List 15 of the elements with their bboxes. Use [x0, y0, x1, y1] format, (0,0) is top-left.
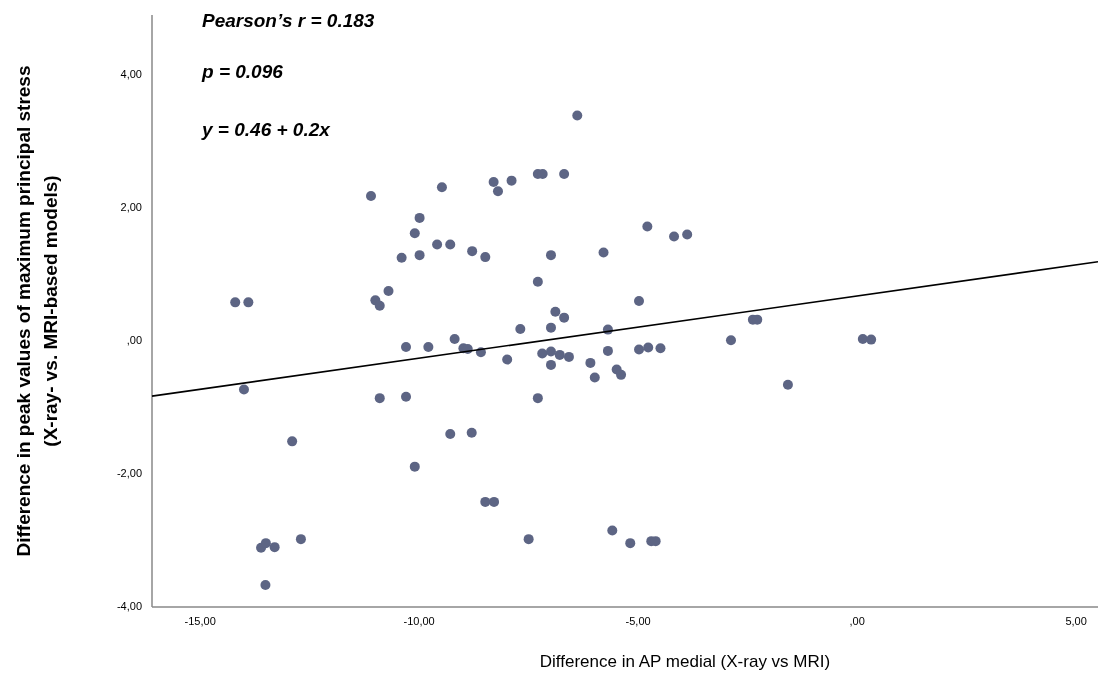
y-tick-label: -2,00	[116, 466, 142, 479]
x-tick-label: -15,00	[184, 615, 216, 627]
annotation: Pearson’s r = 0.183	[202, 10, 375, 32]
y-axis-title: Difference in peak values of maximum principal stress (X-ray- vs. MRI-based models)	[13, 65, 61, 557]
annotation: p = 0.096	[201, 61, 284, 83]
x-axis-title: Difference in AP medial (X-ray vs MRI)	[539, 652, 831, 671]
x-tick-label: 5,00	[1065, 615, 1087, 627]
y-tick-label: ,00	[126, 333, 142, 346]
x-tick-label: -10,00	[403, 615, 435, 627]
y-tick-label: 4,00	[120, 67, 142, 80]
annotation: y = 0.46 + 0.2x	[201, 119, 332, 141]
x-tick-label: ,00	[849, 615, 865, 627]
x-tick-label: -5,00	[625, 615, 651, 627]
y-tick-label: -4,00	[116, 599, 142, 612]
y-tick-label: 2,00	[120, 200, 142, 213]
